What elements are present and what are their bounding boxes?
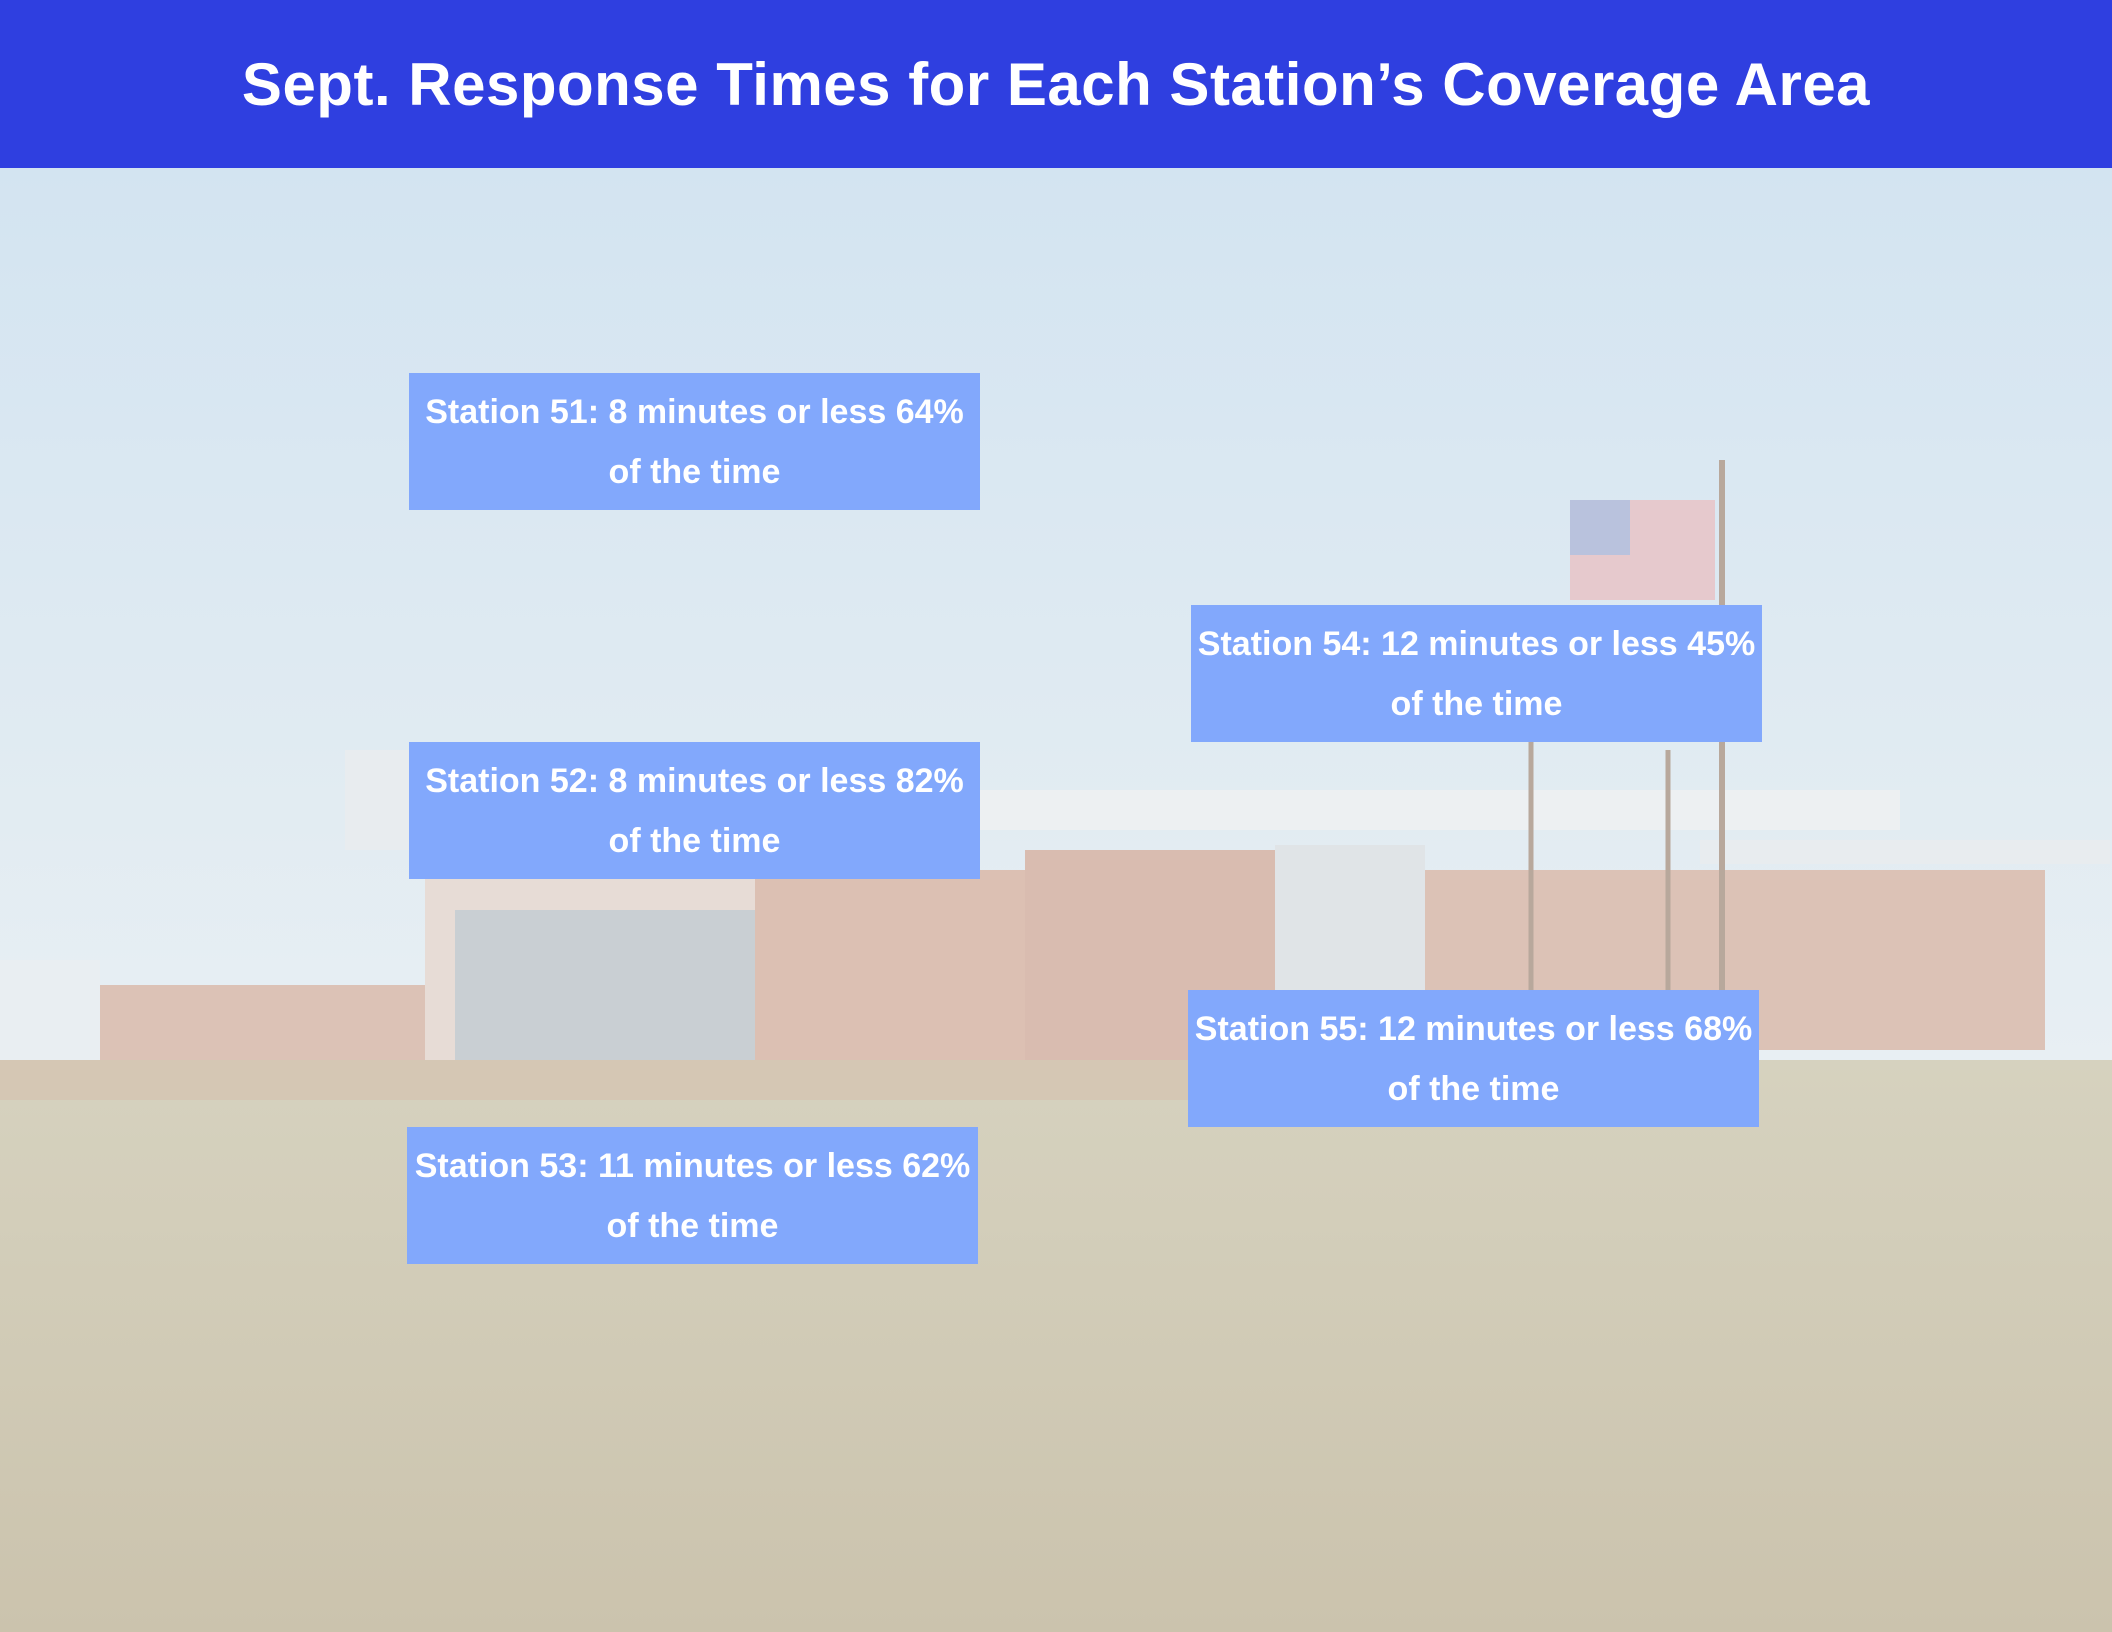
- page: {"header": {"title": "Sept. Response Tim…: [0, 0, 2112, 1632]
- station-box: Station 54: 12 minutes or less 45% of th…: [1191, 605, 1762, 742]
- station-box: Station 55: 12 minutes or less 68% of th…: [1188, 990, 1759, 1127]
- background-photo: [0, 0, 2112, 1632]
- station-box: Station 53: 11 minutes or less 62% of th…: [407, 1127, 978, 1264]
- station-box: Station 51: 8 minutes or less 64% of the…: [409, 373, 980, 510]
- title: Sept. Response Times for Each Station’s …: [242, 50, 1870, 119]
- header-bar: Sept. Response Times for Each Station’s …: [0, 0, 2112, 168]
- station-box: Station 52: 8 minutes or less 82% of the…: [409, 742, 980, 879]
